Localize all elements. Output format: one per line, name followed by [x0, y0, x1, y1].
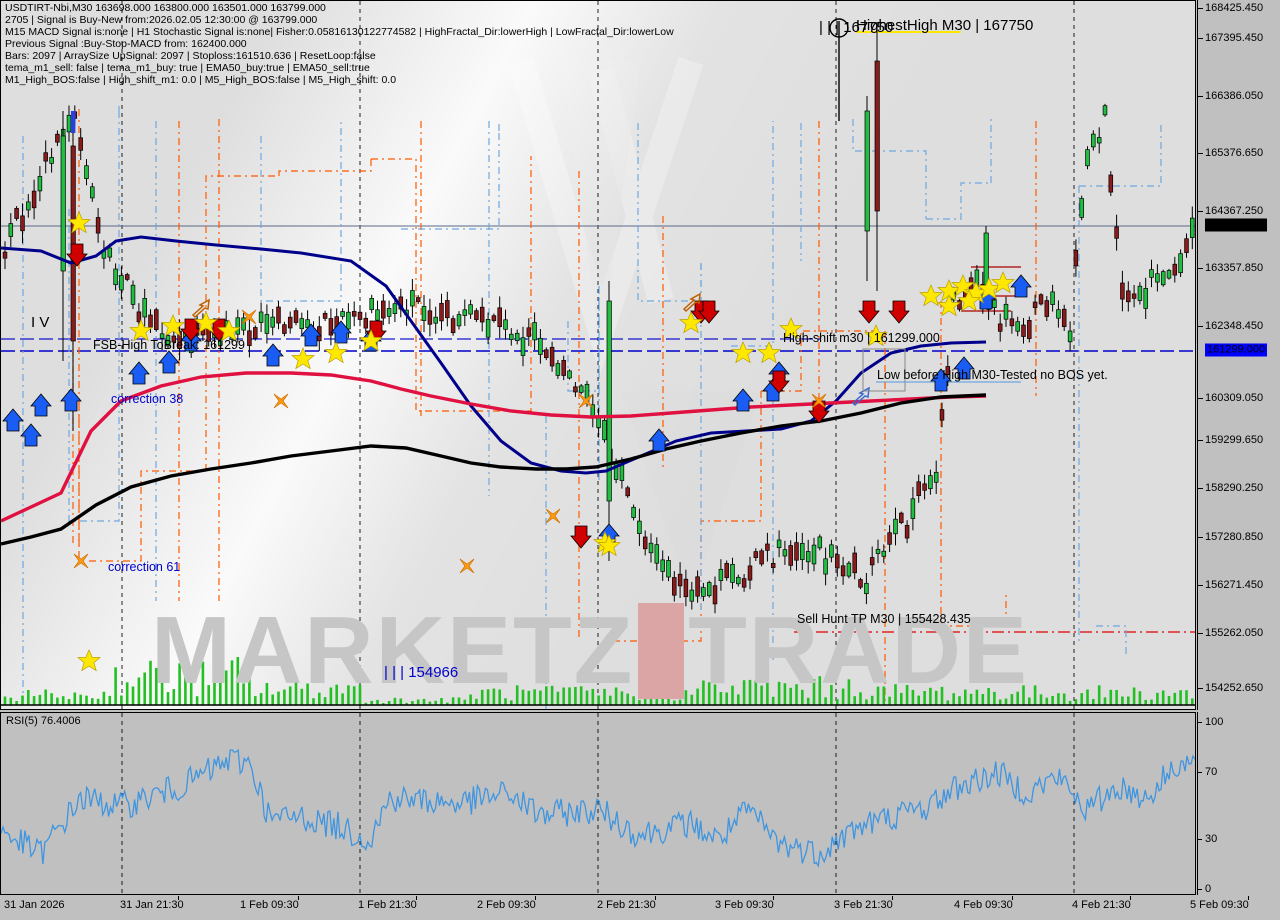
price-tick — [1197, 488, 1203, 489]
rsi-tick — [1197, 839, 1202, 840]
price-axis[interactable]: 168425.450 167395.450 166386.050 165376.650… — [1197, 0, 1280, 710]
price-tick-label: 164367.250 — [1205, 205, 1264, 217]
price-tick-label: 160309.050 — [1205, 392, 1264, 404]
chart-header-info: USDTIRT-Nbi,M30 163698.000 163800.000 16… — [5, 2, 674, 86]
time-tick-label: 4 Feb 21:30 — [1072, 899, 1131, 911]
rsi-tick-label: 70 — [1205, 766, 1218, 778]
time-tick — [1130, 896, 1131, 900]
price-axis-line — [1197, 0, 1198, 710]
time-tick-label: 2 Feb 09:30 — [477, 899, 536, 911]
price-tick — [1197, 585, 1203, 586]
high-shift-label: High-shift m30 | 161299.000 — [783, 331, 940, 345]
rsi-indicator-pane[interactable]: RSI(5) 76.4006 — [0, 712, 1196, 895]
current-price-label: 163799.000 — [1205, 218, 1268, 232]
price-plot-area[interactable]: MARKET Z TRADE HighestHigh M30 | 167750 |… — [1, 1, 1195, 709]
price-tick — [1197, 153, 1203, 154]
time-tick — [655, 896, 656, 900]
vertical-gridlines — [121, 1, 1075, 709]
price-tick-label: 168425.450 — [1205, 2, 1264, 14]
rsi-line-series — [1, 748, 1195, 868]
level-price-label: 161299.000 — [1205, 343, 1268, 357]
time-tick — [298, 896, 299, 900]
price-tick — [1197, 8, 1203, 9]
time-tick-label: 2 Feb 21:30 — [597, 899, 656, 911]
rsi-label: RSI(5) 76.4006 — [6, 715, 81, 727]
price-tick — [1197, 633, 1203, 634]
price-tick — [1197, 326, 1203, 327]
price-tick-label: 166386.050 — [1205, 90, 1264, 102]
price-tick — [1197, 38, 1203, 39]
correction-38-label: correction 38 — [111, 392, 184, 406]
header-line-2: M15 MACD Signal is:none | H1 Stochastic … — [5, 26, 674, 38]
annotation-box — [862, 348, 906, 392]
time-tick-label: 31 Jan 21:30 — [120, 899, 184, 911]
price-chart-pane[interactable]: MARKET Z TRADE HighestHigh M30 | 167750 |… — [0, 0, 1196, 710]
price-tick-label: 156271.450 — [1205, 579, 1264, 591]
price-tick-label: 167395.450 — [1205, 32, 1264, 44]
price-tick — [1197, 688, 1203, 689]
time-tick — [1012, 896, 1013, 900]
sell-hunt-tp-label: Sell Hunt TP M30 | 155428.435 — [797, 612, 971, 626]
pointer-glyphs — [191, 292, 870, 407]
price-tick-label: 157280.850 — [1205, 531, 1264, 543]
time-tick-label: 3 Feb 21:30 — [834, 899, 893, 911]
price-tick — [1197, 398, 1203, 399]
lowest-low-marker: | | | 154966 — [384, 664, 459, 681]
time-tick-label: 1 Feb 09:30 — [240, 899, 299, 911]
time-axis[interactable]: 31 Jan 2026 31 Jan 21:30 1 Feb 09:30 1 Feb … — [0, 896, 1280, 920]
time-tick-label: 4 Feb 09:30 — [954, 899, 1013, 911]
rsi-tick-label: 0 — [1205, 883, 1212, 895]
highest-high-pin — [829, 18, 849, 121]
header-line-0: USDTIRT-Nbi,M30 163698.000 163800.000 16… — [5, 2, 326, 14]
fsb-high-tobreak-label: FSB-High ToBreak: 161299 — [93, 338, 245, 352]
time-tick — [416, 896, 417, 900]
price-tick-label: 155262.050 — [1205, 627, 1264, 639]
header-line-1: 2705 | Signal is Buy-New from:2026.02.05… — [5, 14, 318, 26]
price-tick-label: 158290.250 — [1205, 482, 1264, 494]
price-tick — [1197, 96, 1203, 97]
price-tick-label: 159299.650 — [1205, 434, 1264, 446]
price-tick — [1197, 268, 1203, 269]
rsi-tick — [1197, 889, 1202, 890]
header-line-4: Bars: 2097 | ArraySize UpSignal: 2097 | … — [5, 50, 376, 62]
correction-61-label: correction 61 — [108, 560, 181, 574]
price-tick — [1197, 440, 1203, 441]
price-tick-label: 165376.650 — [1205, 147, 1264, 159]
time-tick — [1248, 896, 1249, 900]
time-tick — [535, 896, 536, 900]
rsi-tick — [1197, 772, 1202, 773]
ema-black-line — [1, 393, 987, 546]
rsi-axis-line — [1197, 712, 1198, 895]
price-tick — [1197, 211, 1203, 212]
header-line-5: tema_m1_sell: false | tema_m1_buy: true … — [5, 62, 370, 74]
rsi-tick-label: 100 — [1205, 716, 1224, 728]
time-tick — [892, 896, 893, 900]
time-tick-label: 5 Feb 09:30 — [1190, 899, 1249, 911]
time-tick — [773, 896, 774, 900]
price-tick-label: 163357.850 — [1205, 262, 1264, 274]
price-tick — [1197, 537, 1203, 538]
header-line-6: M1_High_BOS:false | High_shift_m1: 0.0 |… — [5, 74, 397, 86]
rsi-axis[interactable]: 100 70 30 0 — [1197, 712, 1280, 895]
time-tick — [178, 896, 179, 900]
time-tick-label: 31 Jan 2026 — [4, 899, 65, 911]
highest-high-marker: | | | 167750 — [819, 19, 894, 36]
rsi-gridlines — [121, 713, 1075, 894]
price-tick-label: 162348.450 — [1205, 320, 1264, 332]
time-tick-label: 1 Feb 21:30 — [358, 899, 417, 911]
time-tick-label: 3 Feb 09:30 — [715, 899, 774, 911]
price-tick-label: 154252.650 — [1205, 682, 1264, 694]
header-line-3: Previous Signal :Buy-Stop-MACD from: 162… — [5, 38, 247, 50]
rsi-tick-label: 30 — [1205, 833, 1218, 845]
iv-marker-label: I V — [31, 314, 50, 331]
rsi-tick — [1197, 722, 1202, 723]
low-before-high-label: Low before High M30-Tested no BOS yet. — [877, 368, 1108, 382]
